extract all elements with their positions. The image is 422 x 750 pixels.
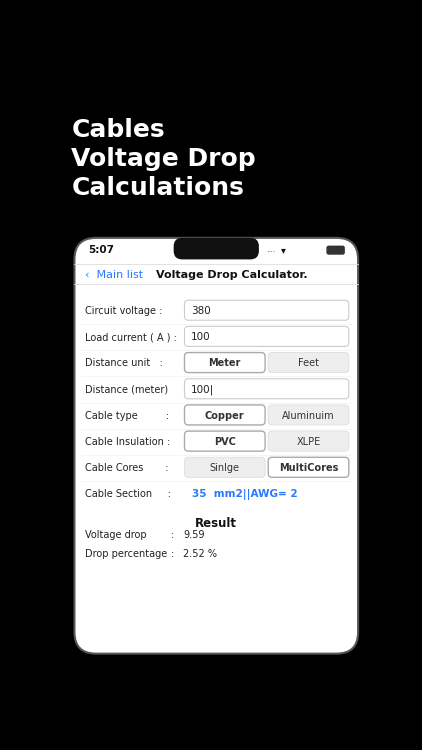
- Text: Result: Result: [195, 517, 237, 530]
- Text: Cable Section     :: Cable Section :: [85, 489, 171, 500]
- FancyBboxPatch shape: [184, 352, 265, 373]
- Text: 2.52 %: 2.52 %: [183, 549, 217, 559]
- Text: Calculations: Calculations: [71, 176, 244, 200]
- FancyBboxPatch shape: [327, 246, 344, 254]
- Text: Voltage Drop: Voltage Drop: [71, 147, 256, 171]
- Text: Feet: Feet: [298, 358, 319, 368]
- FancyBboxPatch shape: [268, 458, 349, 477]
- FancyBboxPatch shape: [268, 352, 349, 373]
- Text: MultiCores: MultiCores: [279, 463, 338, 473]
- Text: ‹  Main list: ‹ Main list: [85, 270, 143, 280]
- FancyBboxPatch shape: [268, 405, 349, 425]
- FancyBboxPatch shape: [74, 238, 358, 654]
- Text: XLPE: XLPE: [296, 437, 321, 447]
- Text: :: :: [170, 549, 174, 559]
- FancyBboxPatch shape: [184, 458, 265, 477]
- Text: :: :: [170, 530, 174, 541]
- FancyBboxPatch shape: [184, 379, 349, 399]
- Text: 9.59: 9.59: [183, 530, 204, 541]
- FancyBboxPatch shape: [184, 405, 265, 425]
- FancyBboxPatch shape: [173, 238, 259, 260]
- Text: Distance unit   :: Distance unit :: [85, 358, 163, 368]
- Text: 35  mm2||AWG= 2: 35 mm2||AWG= 2: [192, 489, 298, 500]
- Text: Copper: Copper: [205, 411, 245, 421]
- FancyBboxPatch shape: [268, 431, 349, 451]
- Text: 100|: 100|: [191, 384, 214, 394]
- Text: Load current ( A ) :: Load current ( A ) :: [85, 332, 177, 342]
- Text: PVC: PVC: [214, 437, 236, 447]
- Text: 100: 100: [191, 332, 210, 342]
- Text: Drop percentage: Drop percentage: [85, 549, 168, 559]
- Text: Cable Insulation :: Cable Insulation :: [85, 437, 170, 447]
- Text: 380: 380: [191, 306, 211, 316]
- FancyBboxPatch shape: [184, 326, 349, 346]
- Text: Cables: Cables: [71, 118, 165, 142]
- Text: Cable type         :: Cable type :: [85, 411, 169, 421]
- Text: Meter: Meter: [208, 358, 241, 368]
- Text: Voltage drop: Voltage drop: [85, 530, 147, 541]
- Text: Cable Cores       :: Cable Cores :: [85, 463, 169, 473]
- FancyBboxPatch shape: [184, 431, 265, 451]
- Text: Circuit voltage :: Circuit voltage :: [85, 306, 162, 316]
- Text: 5:07: 5:07: [88, 245, 114, 255]
- Text: Sinlge: Sinlge: [210, 463, 240, 473]
- Text: ▾: ▾: [281, 245, 285, 255]
- Text: Voltage Drop Calculator.: Voltage Drop Calculator.: [156, 270, 308, 280]
- FancyBboxPatch shape: [184, 300, 349, 320]
- Text: Distance (meter): Distance (meter): [85, 385, 168, 394]
- Text: Aluminuim: Aluminuim: [282, 411, 335, 421]
- Text: ....: ....: [267, 248, 276, 254]
